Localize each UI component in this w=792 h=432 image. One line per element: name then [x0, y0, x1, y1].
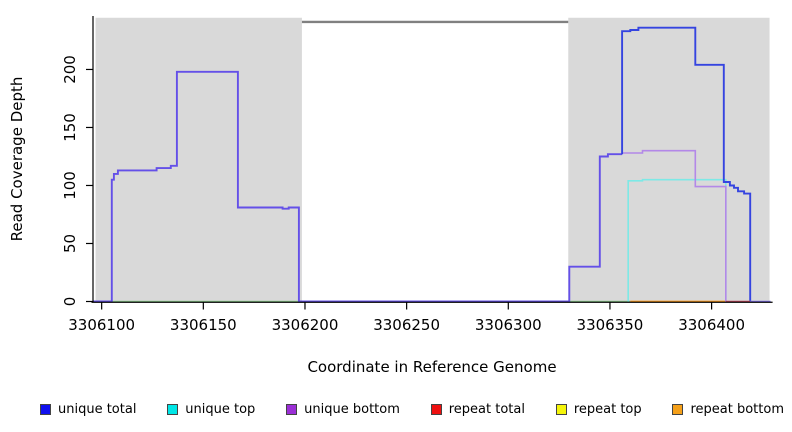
- left-coverage-region: [95, 17, 302, 302]
- legend-item-repeat-total: repeat total: [430, 401, 525, 417]
- legend-swatch-icon: [167, 403, 179, 415]
- x-tick-label: 3306200: [272, 316, 339, 334]
- x-tick-label: 3306150: [170, 316, 237, 334]
- legend-label: unique top: [185, 401, 256, 417]
- legend-item-unique-top: unique top: [167, 402, 255, 417]
- legend-swatch-icon: [555, 403, 567, 415]
- series-unique-total-left-block-: [93, 70, 623, 303]
- y-tick-label: 150: [61, 113, 79, 142]
- legend-item-unique-bottom: unique bottom: [286, 402, 400, 417]
- y-tick-label: 100: [61, 171, 79, 200]
- legend-label: unique bottom: [304, 401, 400, 417]
- legend-swatch-icon: [672, 403, 684, 415]
- legend-label: repeat bottom: [690, 401, 784, 417]
- x-tick-label: 3306400: [678, 316, 745, 334]
- x-tick-label: 3306100: [68, 316, 135, 334]
- x-axis-title: Coordinate in Reference Genome: [307, 358, 556, 376]
- legend-item-repeat-bottom: repeat bottom: [672, 402, 784, 417]
- shaded-regions: [95, 17, 770, 302]
- legend-item-repeat-top: repeat top: [555, 401, 642, 417]
- axes: 3306100 3306150 3306200 3306250 3306300 33063…: [61, 16, 773, 334]
- x-tick-label: 3306300: [475, 316, 542, 334]
- legend-swatch-icon: [430, 403, 442, 415]
- x-tick-label: 3306250: [373, 316, 440, 334]
- legend-label: repeat top: [573, 401, 642, 417]
- legend-swatch-icon: [40, 403, 51, 415]
- series-unique-bottom: [622, 149, 727, 302]
- series-unique-total-right-block-: [621, 26, 752, 302]
- chart-legend: unique total unique top unique bottom repea…: [40, 396, 784, 422]
- y-axis-title: Read Coverage Depth: [8, 77, 26, 242]
- y-tick-label: 200: [61, 55, 79, 84]
- legend-label: unique total: [58, 401, 137, 417]
- x-tick-label: 3306350: [577, 316, 644, 334]
- y-tick-label: 50: [61, 234, 79, 253]
- legend-swatch-icon: [286, 403, 298, 415]
- y-tick-label: 0: [61, 297, 79, 307]
- right-coverage-region: [568, 17, 770, 302]
- legend-item-unique-total: unique total: [40, 402, 136, 417]
- legend-label: repeat total: [448, 401, 525, 417]
- coverage-series-lines: [93, 26, 771, 303]
